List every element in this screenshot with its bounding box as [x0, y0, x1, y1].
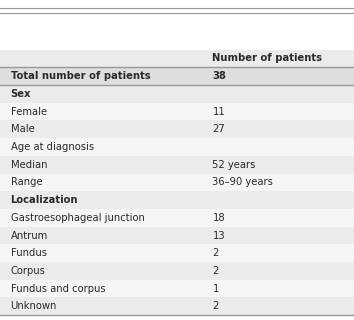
Text: Age at diagnosis: Age at diagnosis	[11, 142, 94, 152]
Text: Range: Range	[11, 177, 42, 188]
Text: 36–90 years: 36–90 years	[212, 177, 273, 188]
Bar	[0, 156, 354, 173]
Text: Fundus: Fundus	[11, 248, 47, 258]
Text: 2: 2	[212, 248, 219, 258]
Bar	[0, 227, 354, 244]
Bar	[0, 262, 354, 280]
Text: 27: 27	[212, 124, 225, 134]
Bar	[0, 103, 354, 120]
Bar	[0, 173, 354, 191]
Text: 11: 11	[212, 107, 225, 116]
Text: Median: Median	[11, 160, 47, 170]
Text: Fundus and corpus: Fundus and corpus	[11, 284, 105, 294]
Bar	[0, 191, 354, 209]
Text: Localization: Localization	[11, 195, 78, 205]
Text: 2: 2	[212, 301, 219, 311]
Text: Corpus: Corpus	[11, 266, 46, 276]
Text: Gastroesophageal junction: Gastroesophageal junction	[11, 213, 144, 223]
Text: Total number of patients: Total number of patients	[11, 71, 150, 81]
Text: Unknown: Unknown	[11, 301, 57, 311]
Bar	[0, 244, 354, 262]
Bar	[0, 138, 354, 156]
Text: Female: Female	[11, 107, 47, 116]
Bar	[0, 209, 354, 227]
Bar	[0, 0, 354, 50]
Bar	[0, 120, 354, 138]
Text: 1: 1	[212, 284, 219, 294]
Text: Male: Male	[11, 124, 34, 134]
Bar	[0, 50, 354, 67]
Text: 2: 2	[212, 266, 219, 276]
Text: Antrum: Antrum	[11, 230, 48, 241]
Bar	[0, 67, 354, 85]
Text: 52 years: 52 years	[212, 160, 256, 170]
Bar	[0, 298, 354, 315]
Text: 38: 38	[212, 71, 226, 81]
Text: 18: 18	[212, 213, 225, 223]
Bar	[0, 280, 354, 298]
Text: Number of patients: Number of patients	[212, 53, 322, 63]
Bar	[0, 85, 354, 103]
Text: Sex: Sex	[11, 89, 31, 99]
Text: 13: 13	[212, 230, 225, 241]
